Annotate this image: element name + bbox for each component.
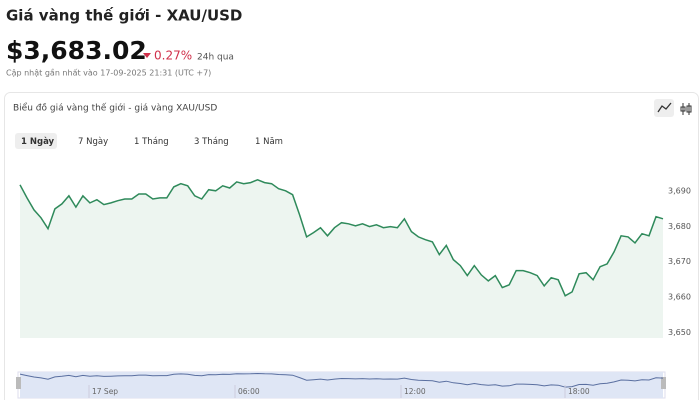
line bbox=[19, 178, 664, 297]
down-arrow bbox=[143, 53, 151, 58]
navigator-handle[interactable] bbox=[16, 377, 21, 389]
tab[interactable]: 3 Tháng bbox=[194, 137, 229, 147]
navigator-handle[interactable] bbox=[661, 377, 666, 389]
area bbox=[20, 179, 663, 338]
y-tick-label: 3,650 bbox=[668, 328, 691, 337]
change: 0.27% bbox=[154, 49, 192, 63]
page-title: Giá vàng thế giới - XAU/USD bbox=[6, 6, 242, 25]
line-icon bbox=[657, 102, 672, 113]
navigator-label: 06:00 bbox=[238, 387, 260, 396]
price: $3,683.02 bbox=[6, 36, 147, 65]
tab[interactable]: 1 Năm bbox=[255, 137, 283, 147]
navigator-label: 18:00 bbox=[568, 387, 590, 396]
navigator-label: 17 Sep bbox=[92, 387, 118, 396]
navigator-line bbox=[19, 372, 664, 388]
period: 24h qua bbox=[197, 53, 234, 63]
tab[interactable]: 7 Ngày bbox=[78, 137, 108, 147]
tab[interactable]: 1 Ngày bbox=[21, 137, 55, 147]
candle-view-button[interactable] bbox=[680, 103, 692, 115]
navigator-label: 12:00 bbox=[404, 387, 426, 396]
card-title: Biểu đồ giá vàng thế giới - giá vàng XAU… bbox=[13, 103, 217, 114]
y-tick-label: 3,670 bbox=[668, 257, 691, 266]
tab[interactable]: 1 Tháng bbox=[134, 137, 169, 147]
y-tick-label: 3,690 bbox=[668, 186, 691, 195]
y-tick-label: 3,680 bbox=[668, 222, 691, 231]
y-tick-label: 3,660 bbox=[668, 293, 691, 302]
tab-active[interactable] bbox=[15, 133, 57, 149]
updated: Cập nhật gần nhất vào 17-09-2025 21:31 (… bbox=[6, 68, 211, 79]
